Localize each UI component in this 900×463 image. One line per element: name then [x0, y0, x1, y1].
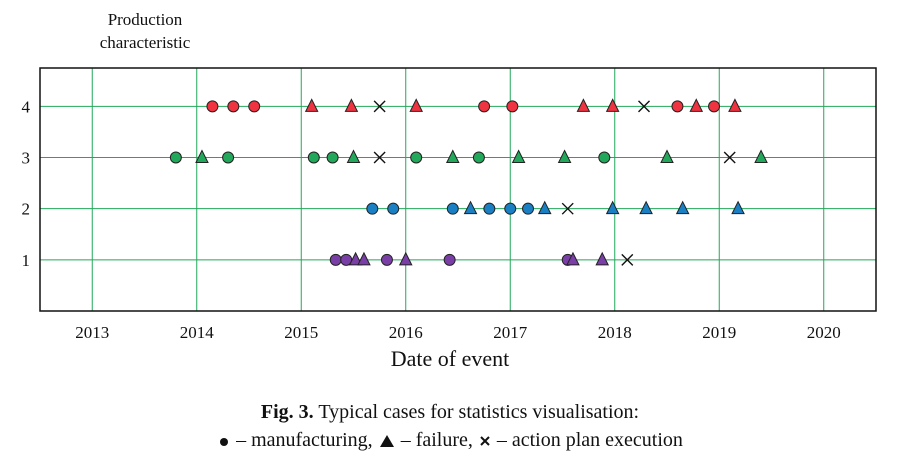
- cross-point-2-2: [373, 151, 386, 164]
- triangle-point-1-24: [595, 251, 610, 266]
- x-tick-label-2019: 2019: [702, 323, 736, 340]
- scatter-chart: 2013 2014 2015 2016 2017 2018 2019 2020 1 2 3 4: [22, 67, 877, 340]
- circle-point-0-18: [504, 202, 517, 215]
- triangle-point-1-20: [348, 251, 363, 266]
- triangle-point-1-5: [689, 98, 704, 112]
- triangle-point-1-17: [639, 200, 653, 215]
- triangle-point-1-3: [576, 98, 591, 112]
- y-axis-label: Production characteristic: [70, 8, 220, 54]
- circle-point-0-15: [387, 202, 400, 215]
- triangle-point-1-16: [605, 200, 620, 215]
- x-tick-label-2013: 2013: [75, 323, 109, 340]
- legend-failure: – failure,: [395, 429, 478, 451]
- cross-point-2-4: [561, 202, 574, 215]
- triangle-point-1-9: [445, 149, 460, 164]
- circle-point-0-9: [307, 151, 320, 164]
- x-tick-label-2020: 2020: [807, 323, 841, 340]
- x-axis-label: Date of event: [390, 346, 510, 371]
- y-tick-label-2: 2: [22, 200, 31, 219]
- figure-caption: Fig. 3. Typical cases for statistics vis…: [0, 398, 900, 454]
- circle-point-0-12: [472, 151, 485, 164]
- triangle-point-1-4: [605, 98, 620, 112]
- circle-point-0-17: [483, 202, 496, 215]
- y-axis-label-line1: Production: [107, 10, 183, 29]
- circle-point-0-11: [410, 151, 423, 164]
- cross-point-2-1: [638, 100, 651, 113]
- circle-point-0-0: [206, 100, 219, 113]
- x-tick-label-2018: 2018: [598, 323, 632, 340]
- triangle-point-1-21: [357, 251, 371, 266]
- triangle-point-1-0: [304, 98, 319, 112]
- triangle-point-1-14: [463, 200, 478, 215]
- circle-point-0-4: [506, 100, 519, 113]
- x-tick-label-2016: 2016: [389, 323, 423, 340]
- triangle-point-1-1: [344, 98, 359, 112]
- caption-fig-label: Fig. 3.: [260, 401, 314, 423]
- circle-point-0-3: [478, 100, 491, 113]
- cross-point-2-5: [621, 253, 634, 266]
- legend-manufacturing: – manufacturing,: [231, 429, 378, 451]
- legend-circle-icon: [220, 438, 229, 447]
- triangle-point-1-7: [195, 149, 209, 164]
- x-tick-label-2014: 2014: [180, 323, 215, 340]
- triangle-point-1-11: [557, 149, 572, 164]
- triangle-point-1-15: [537, 200, 552, 215]
- triangle-point-1-6: [728, 98, 742, 112]
- triangle-point-1-19: [731, 200, 745, 215]
- triangle-point-1-12: [660, 149, 674, 164]
- x-tick-label-2015: 2015: [284, 323, 318, 340]
- y-tick-label-1: 1: [22, 251, 31, 270]
- circle-point-0-5: [671, 100, 684, 113]
- triangle-point-1-22: [398, 251, 413, 266]
- circle-point-0-20: [329, 253, 342, 266]
- y-tick-label-3: 3: [22, 149, 31, 168]
- caption-title: Typical cases for statistics visualisati…: [313, 401, 640, 423]
- cross-point-2-0: [373, 100, 386, 113]
- circle-point-0-6: [708, 100, 721, 113]
- circle-point-0-7: [169, 151, 182, 164]
- triangle-point-1-10: [511, 149, 526, 164]
- triangle-point-1-2: [409, 98, 424, 112]
- circle-point-0-16: [446, 202, 459, 215]
- circle-point-0-13: [598, 151, 611, 164]
- circle-point-0-8: [222, 151, 235, 164]
- circle-point-0-10: [326, 151, 339, 164]
- triangle-point-1-18: [675, 200, 690, 215]
- caption-line1: Fig. 3. Typical cases for statistics vis…: [0, 398, 900, 426]
- plot-frame: [39, 67, 877, 312]
- triangle-point-1-13: [754, 149, 768, 164]
- legend-triangle-icon: [379, 435, 394, 448]
- circle-point-0-22: [380, 253, 393, 266]
- legend-action-plan: – action plan execution: [491, 429, 683, 451]
- triangle-point-1-8: [346, 149, 361, 164]
- circle-point-0-14: [366, 202, 379, 215]
- x-tick-label-2017: 2017: [493, 323, 528, 340]
- caption-legend: – manufacturing, – failure, – action pla…: [0, 426, 900, 454]
- circle-point-0-2: [248, 100, 261, 113]
- y-axis-label-line2: characteristic: [99, 33, 191, 52]
- triangle-point-1-23: [566, 251, 580, 266]
- circle-point-0-1: [227, 100, 240, 113]
- y-tick-label-4: 4: [22, 97, 31, 116]
- cross-point-2-3: [723, 151, 736, 164]
- legend-cross-icon: [480, 436, 490, 447]
- circle-point-0-19: [522, 202, 535, 215]
- circle-point-0-23: [443, 253, 456, 266]
